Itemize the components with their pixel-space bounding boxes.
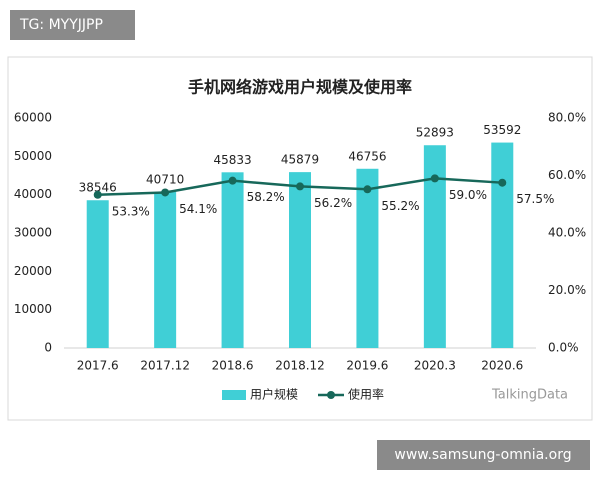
bar-label: 45879: [281, 153, 319, 167]
line-point: [93, 190, 102, 199]
line-point: [296, 182, 304, 191]
x-tick-label: 2018.12: [275, 359, 325, 373]
x-tick-label: 2017.12: [140, 359, 190, 373]
y2-tick-label: 80.0%: [548, 111, 586, 125]
x-tick-label: 2017.6: [77, 359, 119, 373]
bar-label: 52893: [416, 126, 454, 140]
line-label: 53.3%: [112, 204, 150, 218]
bar: [423, 145, 446, 348]
y-tick-label: 40000: [14, 187, 52, 201]
bar-label: 40710: [146, 172, 184, 186]
y-tick-label: 50000: [14, 149, 52, 163]
bar: [86, 200, 109, 348]
x-tick-label: 2020.3: [414, 359, 456, 373]
legend-label: 使用率: [348, 387, 384, 402]
y2-tick-label: 40.0%: [548, 226, 586, 240]
bar-label: 45833: [213, 153, 251, 167]
line-point: [430, 174, 439, 183]
site-box: [377, 440, 590, 470]
line-label: 56.2%: [314, 196, 352, 210]
line-point: [498, 178, 507, 187]
site-text: www.samsung-omnia.org: [394, 447, 571, 463]
tag-box: [10, 10, 135, 40]
bar: [356, 168, 379, 348]
line-point: [161, 188, 170, 197]
y-tick-label: 30000: [14, 226, 52, 240]
line-label: 57.5%: [516, 192, 554, 206]
bar-label: 53592: [483, 123, 521, 137]
y2-tick-label: 20.0%: [548, 283, 586, 297]
line-label: 54.1%: [179, 202, 217, 216]
y2-tick-label: 0.0%: [548, 341, 579, 355]
bar: [221, 172, 244, 348]
x-tick-label: 2019.6: [346, 359, 388, 373]
bar: [289, 172, 311, 348]
y-tick-label: 10000: [14, 302, 52, 316]
legend-swatch: [222, 390, 246, 400]
line-label: 59.0%: [449, 188, 487, 202]
x-tick-label: 2020.6: [481, 359, 523, 373]
bar: [491, 142, 514, 348]
y-tick-label: 60000: [14, 111, 52, 125]
tag-text: TG: MYYJJPP: [19, 17, 103, 33]
line-label: 58.2%: [247, 190, 285, 204]
bar-label: 46756: [348, 149, 386, 163]
y2-tick-label: 60.0%: [548, 168, 586, 182]
line-point: [228, 176, 237, 185]
bar: [154, 191, 177, 348]
legend-label: 用户规模: [250, 387, 298, 402]
y-tick-label: 20000: [14, 264, 52, 278]
line-label: 55.2%: [381, 199, 419, 213]
legend-swatch: [327, 391, 335, 399]
y-tick-label: 0: [44, 341, 52, 355]
bar-label: 38546: [79, 181, 117, 195]
chart-title: 手机网络游戏用户规模及使用率: [188, 78, 412, 97]
line-point: [363, 185, 372, 194]
source-watermark: TalkingData: [491, 388, 568, 403]
x-tick-label: 2018.6: [212, 359, 254, 373]
